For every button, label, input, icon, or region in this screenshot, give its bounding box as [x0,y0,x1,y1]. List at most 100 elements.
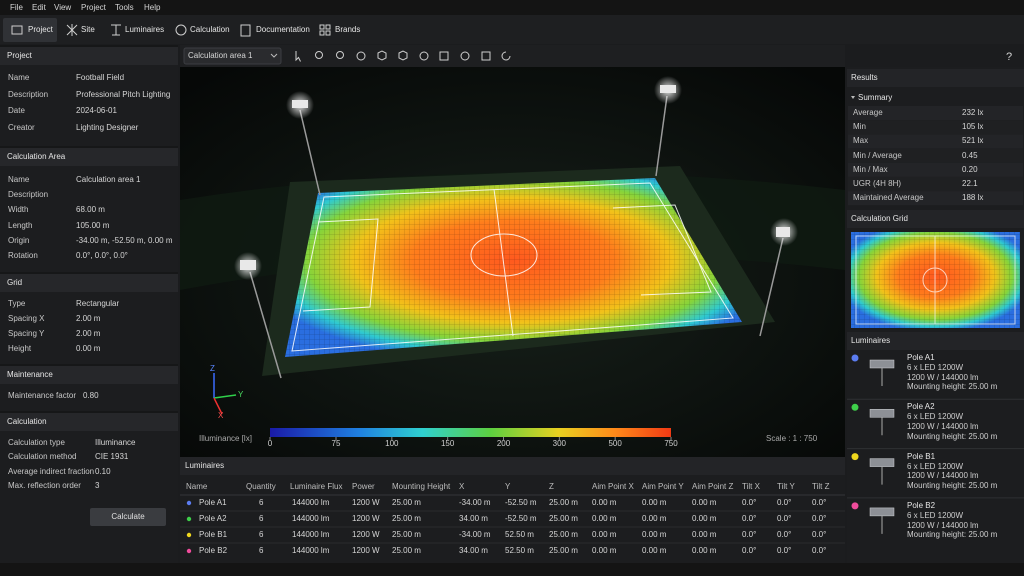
axis-x [213,397,223,415]
result-label: Max [853,136,869,146]
scale-label: Scale : 1 : 750 [766,434,818,443]
cell: 0.0° [812,546,827,555]
luminaire-detail: Mounting height: 25.00 m [907,481,998,490]
field-label: Rotation [8,251,38,260]
tool[interactable] [460,51,470,61]
tab[interactable]: Brands [335,25,361,34]
result-value: 105 lx [962,122,984,132]
luminaire-detail: Mounting height: 25.00 m [907,382,998,392]
cell: 52.50 m [505,546,534,555]
result-value: 188 lx [962,193,984,203]
penalty-box [302,218,379,312]
field-label: Calculation method [8,452,77,462]
calculate-button[interactable]: Calculate [90,508,166,526]
result-label: Min / Average [853,150,902,160]
menu-item[interactable]: Project [81,3,106,12]
luminaire-name: Pole B2 [907,500,936,510]
tool[interactable] [439,51,449,61]
tool[interactable] [501,51,511,61]
icon [240,24,251,37]
field-value: Illuminance [95,438,136,447]
result-label: Maintained Average [853,193,924,203]
cell: 52.50 m [505,530,534,539]
light-head [660,85,676,93]
result-row [848,120,1023,135]
luminaire-detail: Mounting height: 25.00 m [907,530,998,540]
icon [11,25,23,35]
luminaire-detail: 1200 W / 144000 lm [907,422,979,431]
field-value: 0.00 m [76,344,101,353]
column-header: X [459,482,465,491]
color-dot [851,502,859,510]
column-header: Mounting Height [392,482,451,491]
cell: 25.00 m [549,546,578,555]
section-title: Project [7,51,32,60]
summary-title: Summary [858,93,893,102]
status-bar [0,563,1024,576]
grid-mesh [285,178,742,357]
cell: 0.0° [812,530,827,539]
tab[interactable]: Calculation [190,25,230,34]
tab[interactable]: Project [28,25,53,34]
section-title: Maintenance [7,370,53,379]
result-value: 0.20 [962,164,978,174]
color-bar [270,428,671,437]
result-value: 521 lx [962,136,984,146]
menu-item[interactable]: Edit [32,3,46,12]
menu-item[interactable]: Help [144,3,161,12]
area-select-text[interactable]: Calculation area 1 [188,51,253,60]
column-header: Z [549,482,554,491]
color-dot [851,403,859,411]
axes-gizmo [213,373,237,415]
result-row [848,134,1023,149]
cell: 25.00 m [549,530,578,539]
pole [249,271,282,379]
field-lines [291,182,734,352]
tab[interactable]: Luminaires [125,25,165,34]
tab[interactable]: Documentation [256,25,310,34]
field-value: Calculation area 1 [76,175,141,184]
area-select[interactable] [183,47,282,65]
cell: 1200 W [352,530,380,539]
help-button[interactable]: ? [1006,51,1013,63]
axis-label: X [218,411,224,420]
tool[interactable] [481,51,491,61]
legend-tick-label: 100 [385,439,399,448]
light-head [240,260,256,270]
tab[interactable]: Site [81,25,95,34]
active-tab [3,18,57,42]
field-label: Width [8,205,29,215]
cell: 6 [259,514,264,523]
column-header: Y [505,482,511,491]
color-dot [851,453,859,461]
menu-item[interactable]: File [10,3,23,12]
cell: 0.00 m [692,498,717,507]
field-value: -34.00 m, -52.50 m, 0.00 m [76,235,173,245]
tool[interactable] [295,51,301,62]
legend-tick-label: 75 [331,439,341,448]
menu-bar [0,0,1024,15]
menu-item[interactable]: Tools [115,3,134,12]
menu-item[interactable]: View [54,3,72,12]
touchline [291,182,734,352]
luminaire-name: Pole B1 [907,451,936,461]
field-value: Rectangular [76,299,120,308]
tool[interactable] [315,51,323,59]
field-label: Maintenance factor [8,391,77,400]
tool[interactable] [356,51,366,61]
cell: 0.00 m [642,514,667,523]
cell: 0.0° [777,514,792,523]
tool[interactable] [398,50,408,61]
field-label: Name [8,175,30,184]
section-title: Grid [7,278,23,287]
cell: -52.50 m [505,498,537,507]
luminaire-detail: Mounting height: 25.00 m [907,431,998,441]
viewport-toolbar [180,45,845,67]
tool[interactable] [419,51,429,61]
field-value: 2.00 m [76,329,101,338]
tool[interactable] [377,50,387,61]
tool[interactable] [336,51,344,59]
column-header: Tilt Y [777,482,795,491]
pole [759,237,784,337]
